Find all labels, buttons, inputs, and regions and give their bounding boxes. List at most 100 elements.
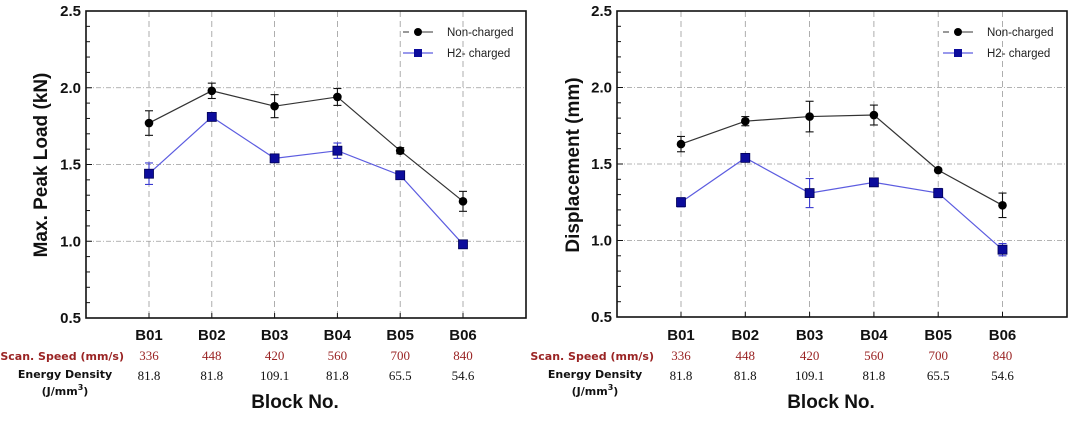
y-tick-label: 2.5: [60, 3, 81, 20]
energy-density-value: 81.8: [200, 368, 223, 383]
energy-density-value: 81.8: [326, 368, 349, 383]
energy-density-value: 54.6: [991, 368, 1014, 383]
h2-charged-point: [206, 112, 217, 122]
h2-charged-point: [933, 188, 944, 198]
scan-speed-row: Scan. Speed (mm/s) 336 448 420 560 700 8…: [0, 348, 472, 363]
y-tick-label: 1.5: [60, 157, 81, 174]
scan-speed-row: Scan. Speed (mm/s) 336 448 420 560 700 8…: [530, 348, 1012, 363]
scan-speed-value: 700: [928, 348, 948, 363]
x-tick-label: B02: [198, 327, 226, 344]
x-tick-label: B01: [135, 327, 163, 344]
legend-marker-square: [954, 49, 962, 57]
energy-density-label: Energy Density: [548, 368, 642, 381]
legend-marker-circle: [414, 28, 422, 36]
non-charged-line: [148, 90, 464, 202]
non-charged-point: [270, 101, 279, 111]
h2-charged-point: [869, 177, 879, 188]
y-tick-label: 0.5: [591, 309, 612, 326]
energy-density-row: Energy Density (J/mm3) 81.8 81.8 109.1 8…: [18, 368, 475, 398]
legend-label: Non-charged: [987, 27, 1053, 39]
legend-label: Non-charged: [447, 27, 513, 39]
legend: Non-charged H2- charged: [403, 27, 513, 60]
x-category-labels: B01 B02 B03 B04 B05 B06: [667, 327, 1016, 344]
h2-charged-point: [395, 170, 406, 181]
non-charged-point: [741, 116, 750, 126]
non-charged-point: [144, 118, 154, 128]
h2-charged-line: [680, 157, 1003, 251]
x-tick-label: B06: [449, 327, 477, 344]
axis-ticks: [86, 10, 464, 319]
legend-item-non-charged: Non-charged: [403, 27, 513, 39]
scan-speed-value: 700: [390, 348, 410, 363]
scan-speed-label: Scan. Speed (mm/s): [530, 350, 654, 363]
y-tick-label: 2.0: [591, 80, 612, 97]
unit-superscript: 3: [78, 383, 84, 392]
energy-density-value: 54.6: [452, 368, 475, 383]
energy-density-unit: (J/mm3): [42, 383, 89, 398]
scan-speed-value: 336: [671, 348, 691, 363]
legend: Non-charged H2- charged: [943, 27, 1053, 60]
legend-item-h2-charged: H2- charged: [943, 48, 1050, 60]
non-charged-line: [680, 114, 1003, 206]
non-charged-point: [207, 86, 217, 96]
scan-speed-value: 560: [864, 348, 884, 363]
unit-superscript: 3: [608, 383, 614, 392]
unit-close: ): [83, 385, 88, 398]
x-axis-title: Block No.: [251, 392, 339, 413]
h2-charged-point: [144, 168, 154, 179]
scan-speed-value: 448: [736, 348, 756, 363]
x-tick-label: B05: [924, 327, 952, 344]
x-tick-label: B03: [796, 327, 824, 344]
unit-close: ): [613, 385, 618, 398]
h2-charged-point: [269, 153, 280, 164]
x-tick-label: B03: [261, 327, 289, 344]
unit-text: (J/mm: [42, 385, 78, 398]
h2-charged-point: [458, 239, 468, 250]
series-layer: [144, 82, 468, 250]
energy-density-value: 65.5: [389, 368, 412, 383]
scan-speed-label: Scan. Speed (mm/s): [0, 350, 124, 363]
y-tick-label: 1.5: [591, 156, 612, 173]
h2-charged-point: [997, 244, 1008, 255]
non-charged-point: [933, 165, 943, 175]
energy-density-value: 81.8: [863, 368, 886, 383]
energy-density-value: 81.8: [670, 368, 693, 383]
energy-density-value: 109.1: [795, 368, 824, 383]
y-axis-title: Displacement (mm): [563, 77, 584, 252]
x-tick-label: B04: [324, 327, 352, 344]
x-axis-title: Block No.: [787, 392, 875, 413]
axis-ticks: [617, 10, 1003, 318]
y-axis-title: Max. Peak Load (kN): [31, 73, 52, 258]
x-category-labels: B01 B02 B03 B04 B05 B06: [135, 327, 477, 344]
non-charged-point: [395, 146, 405, 155]
x-tick-label: B02: [732, 327, 760, 344]
energy-density-value: 65.5: [927, 368, 950, 383]
non-charged-point: [333, 92, 342, 102]
gridlines: [617, 11, 1067, 317]
series-layer: [676, 100, 1008, 257]
y-tick-label: 2.5: [591, 3, 612, 20]
y-tick-label: 0.5: [60, 310, 81, 327]
x-tick-label: B05: [386, 327, 414, 344]
non-charged-point: [998, 201, 1007, 210]
legend-label: H2- charged: [447, 48, 510, 60]
y-tick-label: 1.0: [60, 233, 81, 250]
non-charged-point: [805, 112, 814, 121]
energy-density-value: 81.8: [138, 368, 161, 383]
scan-speed-value: 448: [202, 348, 222, 363]
h2-charged-line: [148, 116, 464, 245]
h2-charged-point: [740, 152, 751, 163]
scan-speed-value: 560: [328, 348, 348, 363]
scan-speed-value: 420: [800, 348, 820, 363]
non-charged-point: [869, 110, 879, 120]
h2-charged-point: [804, 188, 815, 198]
h2-charged-point: [676, 197, 686, 208]
energy-density-row: Energy Density (J/mm3) 81.8 81.8 109.1 8…: [548, 368, 1015, 398]
displacement-chart: 0.5 1.0 1.5 2.0 2.5 Displacement (mm) No…: [530, 3, 1068, 413]
scan-speed-value: 336: [139, 348, 159, 363]
y-tick-labels: 0.5 1.0 1.5 2.0 2.5: [60, 3, 81, 327]
legend-marker-square: [414, 49, 422, 57]
energy-density-value: 109.1: [260, 368, 289, 383]
y-tick-labels: 0.5 1.0 1.5 2.0 2.5: [591, 3, 612, 326]
